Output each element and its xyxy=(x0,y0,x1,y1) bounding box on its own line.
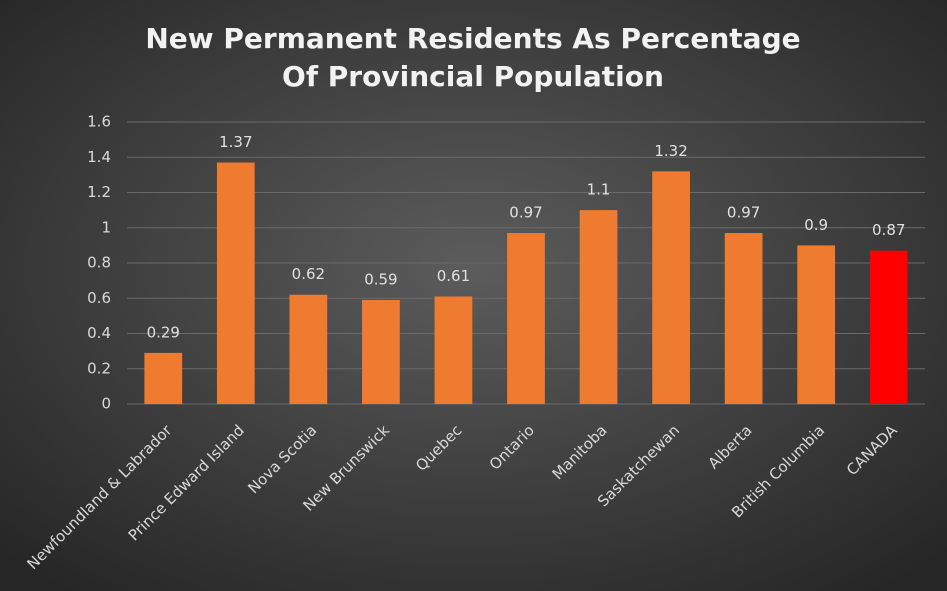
bar xyxy=(869,250,908,404)
chart-title: Of Provincial Population xyxy=(282,60,664,93)
y-tick-label: 1 xyxy=(101,218,111,236)
bar xyxy=(362,300,400,404)
y-tick-label: 1.2 xyxy=(87,183,111,201)
y-tick-label: 1.4 xyxy=(87,148,111,166)
bar xyxy=(797,245,836,404)
y-tick-label: 0.4 xyxy=(87,324,111,342)
bar xyxy=(289,294,328,404)
bar xyxy=(216,162,255,404)
y-tick-label: 1.6 xyxy=(87,113,111,131)
value-label: 0.97 xyxy=(509,204,542,222)
value-label: 1.37 xyxy=(219,133,252,151)
chart-title: New Permanent Residents As Percentage xyxy=(145,22,800,55)
value-label: 0.97 xyxy=(727,204,760,222)
y-tick-label: 0.8 xyxy=(87,254,111,272)
bar xyxy=(434,296,473,404)
value-label: 1.32 xyxy=(654,142,687,160)
bar xyxy=(507,233,545,404)
y-tick-label: 0.2 xyxy=(87,359,111,377)
value-label: 0.59 xyxy=(364,271,397,289)
bar xyxy=(652,171,690,404)
value-label: 0.29 xyxy=(147,323,180,341)
y-tick-label: 0 xyxy=(101,395,111,413)
bar xyxy=(724,233,763,404)
bar xyxy=(144,352,183,404)
y-tick-label: 0.6 xyxy=(87,289,111,307)
value-label: 0.9 xyxy=(804,216,828,234)
bar xyxy=(579,210,618,404)
value-label: 0.87 xyxy=(872,221,905,239)
value-label: 0.61 xyxy=(437,267,470,285)
value-label: 0.62 xyxy=(292,265,325,283)
value-label: 1.1 xyxy=(587,181,611,199)
